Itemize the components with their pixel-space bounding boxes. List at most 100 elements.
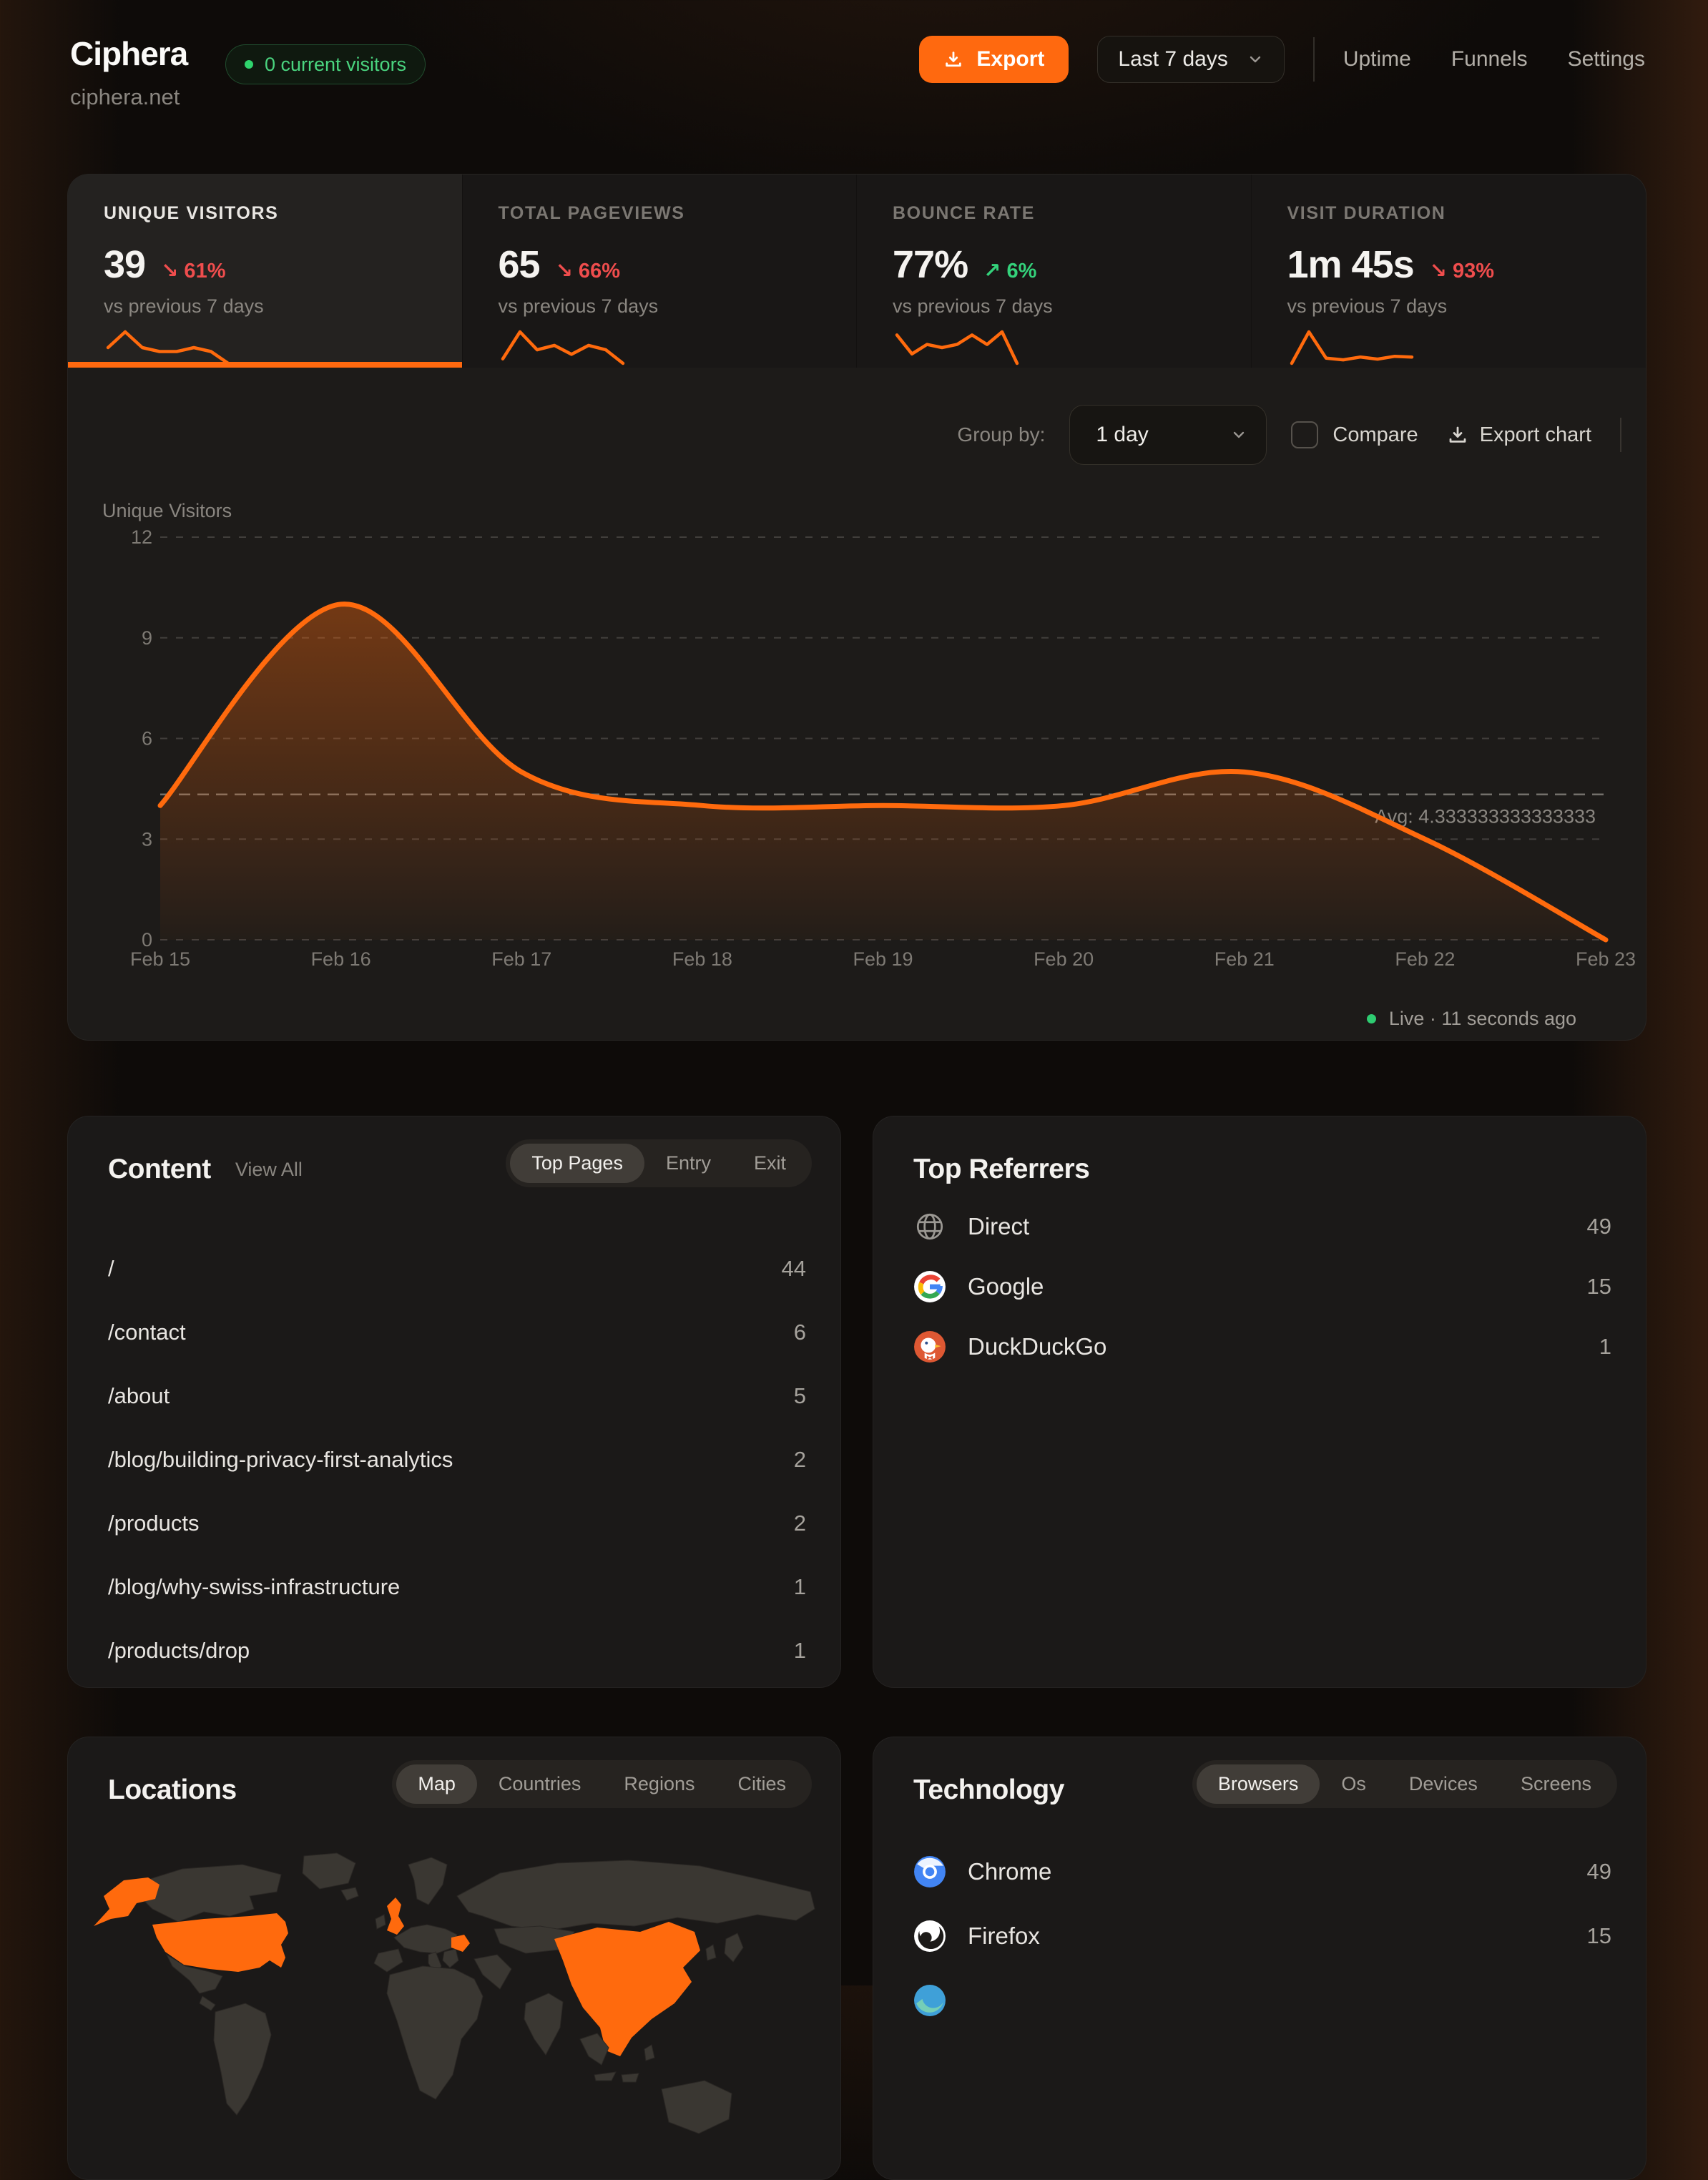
content-row[interactable]: /contact 6 (108, 1300, 806, 1364)
stat-tab-unique-visitors[interactable]: UNIQUE VISITORS 39 ↘ 61% vs previous 7 days (68, 175, 463, 368)
map-europe (393, 1924, 458, 1954)
content-row[interactable]: /blog/why-swiss-infrastructure 1 (108, 1555, 806, 1619)
map-romania-highlight (451, 1935, 470, 1952)
svg-text:Feb 19: Feb 19 (853, 948, 913, 970)
content-tabs: Top Pages Entry Exit (506, 1139, 812, 1187)
map-australia (661, 2080, 732, 2134)
online-dot-icon (245, 60, 253, 69)
stat-tab-bounce-rate[interactable]: BOUNCE RATE 77% ↗ 6% vs previous 7 days (857, 175, 1252, 368)
stat-delta: ↘ 66% (555, 260, 620, 283)
view-all-link[interactable]: View All (235, 1158, 303, 1180)
world-map[interactable] (89, 1852, 816, 2159)
export-chart-button[interactable]: Export chart (1443, 423, 1596, 448)
referrer-row[interactable]: DuckDuckGo 1 (913, 1317, 1611, 1377)
compare-toggle[interactable]: Compare (1291, 421, 1418, 448)
current-visitors-label: 0 current visitors (265, 53, 407, 75)
tab-browsers[interactable]: Browsers (1196, 1764, 1320, 1804)
referrer-row[interactable]: Google 15 (913, 1257, 1611, 1317)
download-icon (946, 51, 962, 67)
date-range-select[interactable]: Last 7 days (1097, 36, 1285, 83)
stat-sparkline (895, 330, 1019, 365)
map-iberia (373, 1948, 403, 1973)
tab-entry[interactable]: Entry (665, 1152, 711, 1174)
content-rows: / 44/contact 6/about 5/blog/building-privac… (108, 1237, 806, 1682)
tab-os[interactable]: Os (1341, 1773, 1366, 1794)
tab-devices[interactable]: Devices (1408, 1773, 1478, 1794)
nav-link-funnels[interactable]: Funnels (1451, 47, 1528, 71)
page-path: / (108, 1255, 114, 1281)
stat-delta: ↗ 6% (983, 260, 1037, 283)
svg-text:6: 6 (142, 728, 152, 750)
page-count: 2 (793, 1446, 806, 1472)
map-canada (136, 1864, 282, 1923)
page-count: 1 (793, 1573, 806, 1599)
referrer-row[interactable]: Direct 49 (913, 1197, 1611, 1257)
stat-tab-total-pageviews[interactable]: TOTAL PAGEVIEWS 65 ↘ 66% vs previous 7 days (462, 175, 857, 368)
tab-exit[interactable]: Exit (753, 1152, 786, 1174)
map-uk-highlight (387, 1897, 404, 1935)
map-iceland (340, 1887, 359, 1901)
content-row[interactable]: /products 2 (108, 1491, 806, 1555)
referrer-row-count: 15 (1586, 1274, 1611, 1299)
map-central-america (199, 1995, 216, 2011)
stats-row: UNIQUE VISITORS 39 ↘ 61% vs previous 7 days… (68, 175, 1646, 368)
page-path: /products (108, 1510, 200, 1536)
map-balkans (442, 1948, 459, 1968)
header-nav: Uptime Funnels Settings (1343, 47, 1645, 72)
content-row[interactable]: /products/drop 1 (108, 1619, 806, 1682)
content-row[interactable]: / 44 (108, 1237, 806, 1300)
tab-top-pages[interactable]: Top Pages (510, 1144, 644, 1183)
map-south-america (213, 2003, 272, 2116)
current-visitors-badge: 0 current visitors (225, 44, 426, 84)
map-korea (705, 1944, 717, 1961)
technology-title: Technology (913, 1774, 1064, 1805)
group-by-select[interactable]: 1 day (1069, 405, 1267, 465)
tab-cities[interactable]: Cities (737, 1773, 786, 1794)
tab-screens[interactable]: Screens (1520, 1773, 1591, 1794)
browser-row[interactable]: Chrome 49 (913, 1840, 1611, 1904)
svg-text:Feb 16: Feb 16 (311, 948, 371, 970)
referrers-title: Top Referrers (913, 1154, 1090, 1184)
stat-sparkline (1290, 330, 1413, 365)
duckduckgo-icon (913, 1330, 946, 1363)
svg-text:3: 3 (142, 828, 152, 850)
page-count: 1 (793, 1637, 806, 1663)
tab-regions[interactable]: Regions (624, 1773, 695, 1794)
content-card-header: Content View All (68, 1116, 840, 1185)
tab-countries[interactable]: Countries (498, 1773, 581, 1794)
browser-partial-icon (913, 1984, 946, 2017)
map-greenland (302, 1852, 356, 1890)
technology-rows: Chrome 49 Firefox 15 (913, 1840, 1611, 2033)
page-path: /blog/building-privacy-first-analytics (108, 1446, 453, 1472)
map-africa (386, 1965, 484, 2100)
chart-controls: Group by: 1 day Compare Export chart (957, 405, 1621, 465)
page-count: 2 (793, 1510, 806, 1536)
site-domain: ciphera.net (70, 84, 180, 109)
chevron-down-icon (1234, 431, 1245, 438)
export-button[interactable]: Export (919, 36, 1069, 83)
technology-tabs: Browsers Os Devices Screens (1192, 1760, 1617, 1808)
content-row[interactable]: /blog/building-privacy-first-analytics 2 (108, 1428, 806, 1491)
svg-text:12: 12 (131, 526, 152, 548)
page-count: 6 (793, 1319, 806, 1345)
chrome-icon (913, 1855, 946, 1888)
browser-row[interactable] (913, 1968, 1611, 2033)
referrer-row-count: 49 (1586, 1214, 1611, 1239)
globe-icon (913, 1210, 946, 1243)
visitors-area-chart[interactable]: 0 3 6 9 12 Avg: 4.333333333333333 Feb 15 Feb 16… (68, 494, 1646, 995)
compare-checkbox[interactable] (1291, 421, 1319, 448)
browser-row[interactable]: Firefox 15 (913, 1904, 1611, 1968)
nav-link-uptime[interactable]: Uptime (1343, 47, 1411, 71)
stat-sparkline (106, 330, 230, 365)
compare-label: Compare (1332, 423, 1418, 446)
svg-text:Feb 18: Feb 18 (672, 948, 732, 970)
map-alaska-highlight (94, 1877, 159, 1926)
chevron-down-icon (1250, 56, 1261, 63)
nav-link-settings[interactable]: Settings (1567, 47, 1645, 71)
content-row[interactable]: /about 5 (108, 1364, 806, 1428)
locations-title: Locations (108, 1774, 237, 1805)
stat-tab-visit-duration[interactable]: VISIT DURATION 1m 45s ↘ 93% vs previous 7 d… (1251, 175, 1646, 368)
page-count: 44 (781, 1255, 806, 1281)
tab-map[interactable]: Map (396, 1764, 477, 1804)
header-divider (1312, 37, 1315, 82)
